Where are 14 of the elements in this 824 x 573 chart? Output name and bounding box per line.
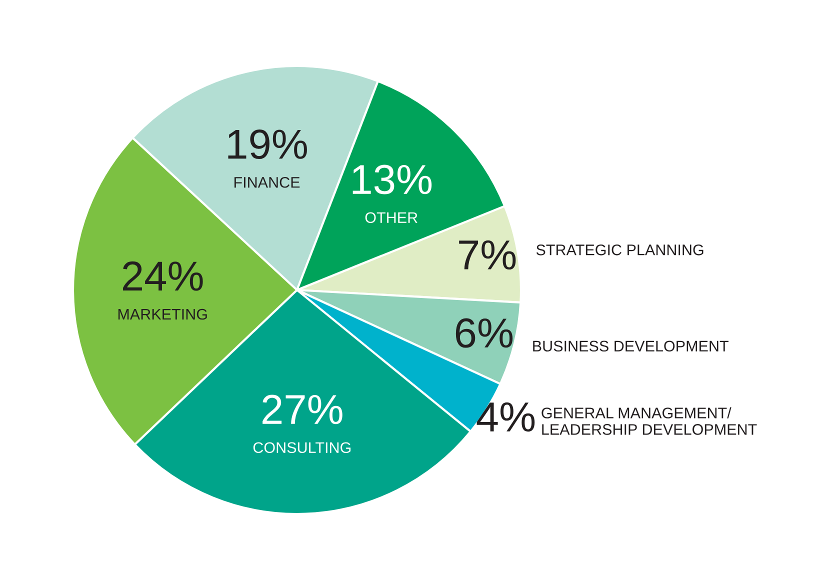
data-label: 7% (459, 240, 516, 270)
slice-label: OTHER (365, 212, 418, 224)
data-label: 6% (456, 318, 513, 348)
slice-label: GENERAL MANAGEMENT/ LEADERSHIP DEVELOPMENT (542, 407, 757, 435)
data-label: 13% (352, 164, 432, 194)
data-label: 19% (228, 130, 307, 160)
slice-label: STRATEGIC PLANNING (536, 244, 704, 256)
slice-label: FINANCE (234, 176, 300, 188)
data-label: 24% (123, 261, 203, 291)
slice-label: BUSINESS DEVELOPMENT (533, 340, 728, 352)
data-label: 4% (476, 402, 535, 432)
data-label: 27% (262, 394, 342, 424)
slice-label: MARKETING (118, 308, 207, 320)
slice-label: CONSULTING (253, 442, 351, 454)
